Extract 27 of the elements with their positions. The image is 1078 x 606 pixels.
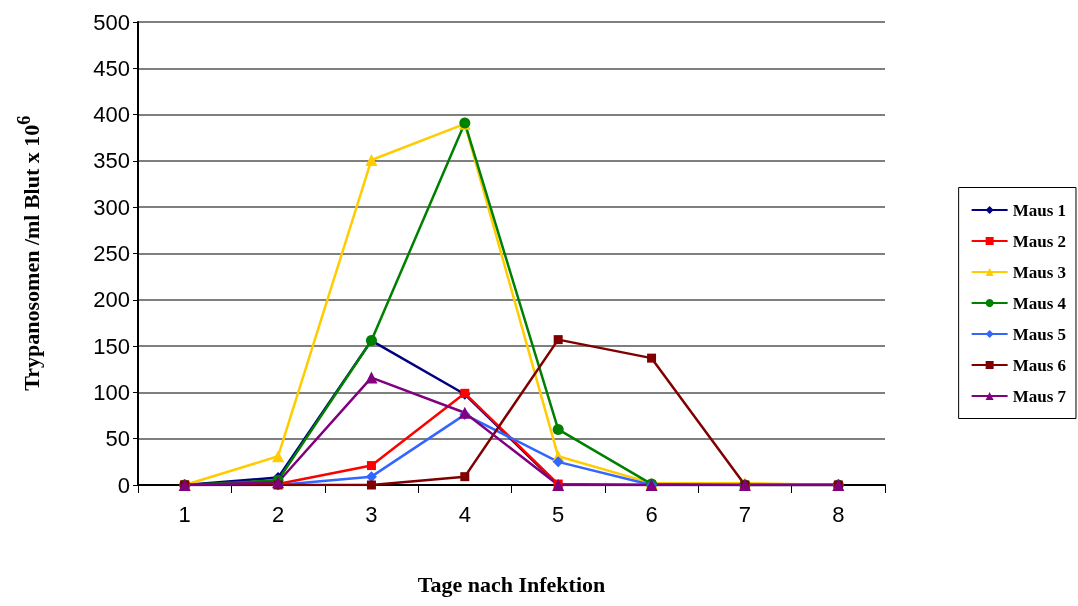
x-tick-label: 4 [458,501,471,527]
y-tick-label: 50 [105,426,130,452]
y-tick-label: 350 [93,148,130,174]
x-tick-label: 8 [832,501,845,527]
y-tick-label: 300 [93,194,130,220]
x-tick-label: 5 [552,501,565,527]
y-tick-label: 150 [93,333,130,359]
y-tick-label: 100 [93,379,130,405]
y-tick-label: 400 [93,102,130,128]
x-axis-title: Tage nach Infektion [417,571,606,597]
y-tick-label: 250 [93,241,130,266]
legend-label: Maus 3 [1012,262,1067,282]
y-tick-label: 0 [117,472,130,498]
legend-label: Maus 2 [1012,231,1067,251]
x-tick-label: 7 [738,501,752,527]
y-tick-label: 500 [93,9,130,35]
x-tick-label: 3 [365,501,378,527]
y-tick-label: 450 [93,55,130,81]
x-tick-label: 1 [178,501,191,527]
legend-label: Maus 6 [1012,355,1067,375]
legend-label: Maus 1 [1012,200,1067,220]
y-tick-label: 200 [93,287,130,313]
legend-label: Maus 4 [1012,293,1067,313]
legend-label: Maus 7 [1012,386,1067,406]
x-tick-label: 6 [645,501,658,527]
x-tick-label: 2 [271,501,285,527]
legend-label: Maus 5 [1012,324,1067,344]
